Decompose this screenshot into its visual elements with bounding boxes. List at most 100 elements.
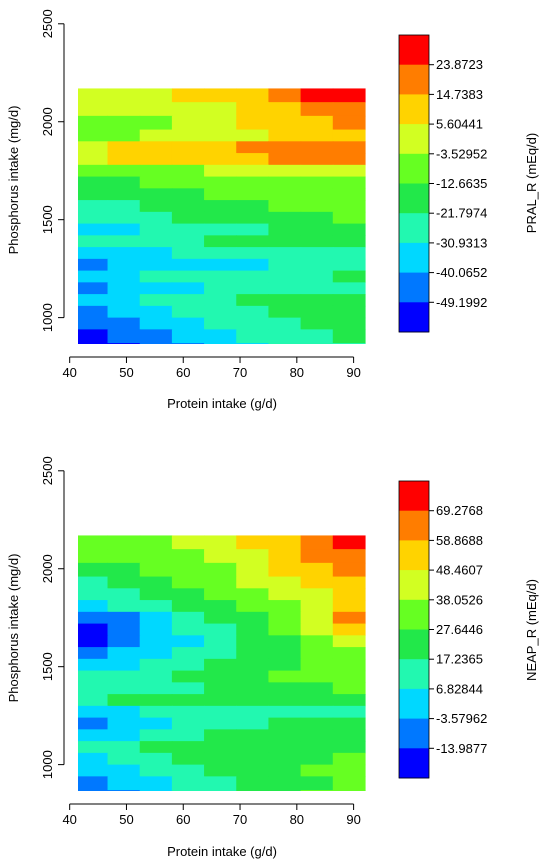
neap-colorbar-swatch [399,629,429,660]
pral-contour-cell [332,115,366,131]
neap-colorbar-level-label: 69.2768 [436,503,483,518]
pral-contour-cell [268,305,302,319]
pral-contour-cell [139,294,173,307]
pral-contour-cell [171,329,205,344]
pral-contour-cell [268,176,302,189]
pral-contour-cell [171,258,205,272]
neap-contour-cell [171,790,205,791]
pral-contour-cell [204,329,237,344]
pral-contour-cell [171,115,205,131]
pral-x-tick-label: 70 [233,365,247,380]
neap-contour-cell [139,741,173,754]
neap-contour-cell [171,682,205,695]
neap-colorbar-level-label: 48.4607 [436,563,483,578]
pral-y-tick-label: 2000 [40,107,55,136]
pral-contour-cell [236,88,270,103]
neap-contour-cell [107,790,141,791]
pral-contour-cell [139,282,173,295]
pral-colorbar-level-label: 23.8723 [436,57,483,72]
neap-contour-cell [78,562,109,578]
neap-y-tick-label: 1000 [40,750,55,779]
neap-contour-cell [171,588,205,601]
neap-contour-cell [78,682,109,695]
pral-contour-cell [268,88,302,103]
pral-contour-cell [78,235,109,248]
neap-colorbar-swatch [399,540,429,571]
pral-contour-cell [332,102,366,117]
neap-contour-cell [204,752,237,766]
neap-contour-cell [139,535,173,550]
neap-contour-cell [171,776,205,791]
pral-contour-cell [236,235,270,248]
neap-contour-cell [332,647,366,660]
neap-contour-cell [300,576,334,589]
neap-contour-cell [139,729,173,742]
pral-contour-cell [107,115,141,131]
pral-contour-cell [236,317,270,330]
neap-contour-cell [78,790,109,791]
pral-contour-cell [268,115,302,131]
neap-contour-cell [139,611,173,625]
pral-y-axis-label: Phosphorus intake (mg/d) [6,106,21,255]
neap-contour-cell [139,694,173,707]
pral-contour-cell [236,270,270,283]
neap-contour-cell [107,682,141,695]
neap-contour-cell [268,776,302,791]
pral-contour-cell [268,164,302,178]
pral-colorbar-swatch [399,213,429,244]
neap-contour-cell [204,776,237,791]
pral-contour-cell [107,305,141,319]
neap-contour-cell [332,741,366,754]
pral-contour-cell [78,188,109,201]
pral-colorbar-swatch [399,302,429,333]
pral-contour-cell [78,129,109,142]
pral-contour-cell [204,343,237,344]
pral-colorbar-swatch [399,35,429,66]
pral-contour-cell [139,329,173,344]
pral-contour-cell [300,329,334,344]
neap-contour-cell [300,623,334,636]
neap-contour-cell [300,776,334,791]
pral-contour-cell [171,176,205,189]
neap-contour-cell [171,741,205,754]
pral-contour-cell [300,305,334,319]
neap-contour-cell [300,670,334,683]
pral-contour-cell [78,88,109,103]
pral-contour-cell [139,102,173,117]
neap-contour-cell [236,682,270,695]
pral-colorbar-swatch [399,242,429,273]
neap-contour-cell [107,670,141,683]
neap-contour-cell [171,562,205,578]
neap-contour-cell [236,776,270,791]
neap-colorbar-level-label: 6.82844 [436,681,483,696]
neap-contour-cell [78,647,109,660]
pral-contour-cell [204,211,237,225]
pral-contour-cell [300,129,334,142]
neap-contour-cell [300,752,334,766]
neap-contour-cell [171,764,205,777]
pral-contour-cell [204,235,237,248]
pral-contour-cell [139,176,173,189]
neap-contour-cell [139,588,173,601]
pral-contour-cell [268,317,302,330]
neap-contour-cell [236,764,270,777]
pral-contour-cell [300,115,334,131]
neap-contour-cell [204,741,237,754]
neap-contour-cell [139,752,173,766]
pral-contour-cell [107,88,141,103]
pral-colorbar-level-label: -21.7974 [436,206,487,221]
neap-contour-cell [139,717,173,730]
neap-contour-cell [78,717,109,730]
pral-contour-cell [78,294,109,307]
neap-contour-cell [332,562,366,578]
pral-contour-cell [78,223,109,236]
neap-contour-cell [236,729,270,742]
neap-contour-cell [332,752,366,766]
neap-contour-cell [78,658,109,672]
neap-contour-cell [107,588,141,601]
pral-contour-cell [204,176,237,189]
neap-contour-cell [107,535,141,550]
neap-contour-cell [300,717,334,730]
neap-contour-cell [139,790,173,791]
pral-contour-cell [107,129,141,142]
